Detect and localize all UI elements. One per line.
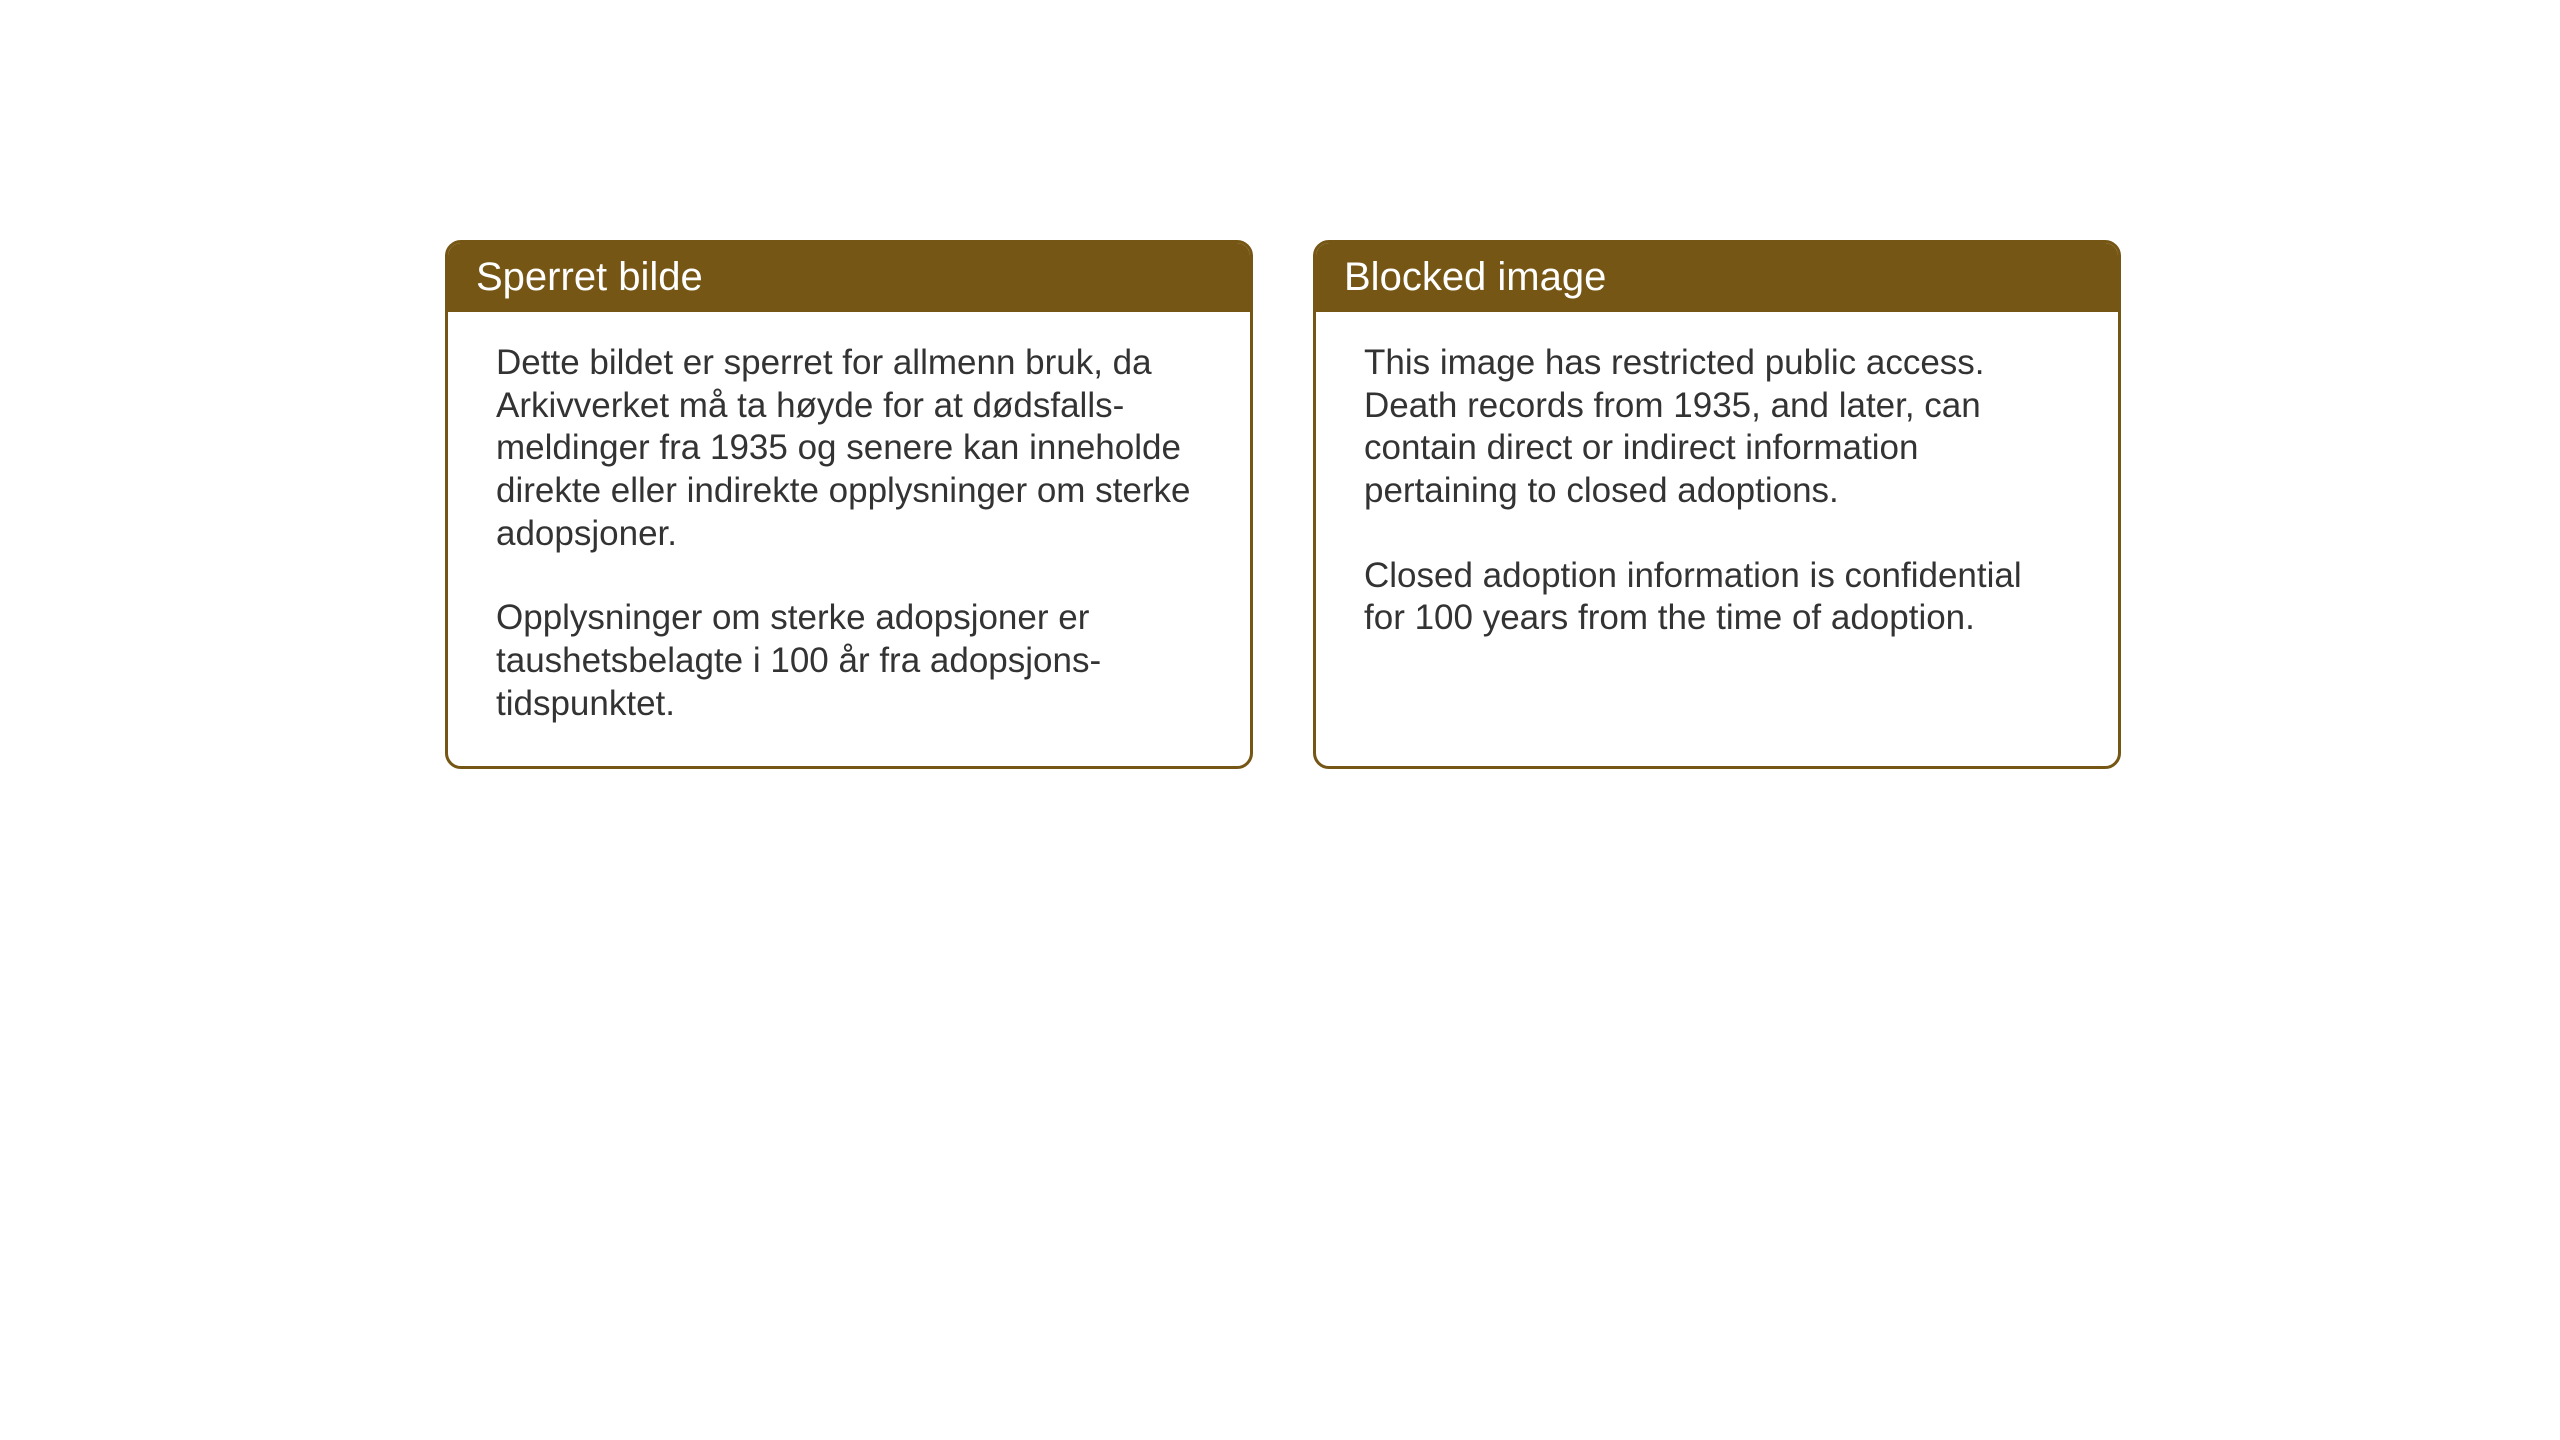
notice-card-english: Blocked image This image has restricted … <box>1313 240 2121 769</box>
notice-card-norwegian: Sperret bilde Dette bildet er sperret fo… <box>445 240 1253 769</box>
card-body-norwegian: Dette bildet er sperret for allmenn bruk… <box>448 312 1250 766</box>
card-header-norwegian: Sperret bilde <box>448 243 1250 312</box>
card-title-norwegian: Sperret bilde <box>476 255 703 299</box>
card-paragraph-1-english: This image has restricted public access.… <box>1364 342 2070 513</box>
card-paragraph-1-norwegian: Dette bildet er sperret for allmenn bruk… <box>496 342 1202 555</box>
card-title-english: Blocked image <box>1344 255 1606 299</box>
card-body-english: This image has restricted public access.… <box>1316 312 2118 752</box>
card-paragraph-2-english: Closed adoption information is confident… <box>1364 555 2070 640</box>
card-header-english: Blocked image <box>1316 243 2118 312</box>
notice-cards-container: Sperret bilde Dette bildet er sperret fo… <box>445 240 2121 769</box>
card-paragraph-2-norwegian: Opplysninger om sterke adopsjoner er tau… <box>496 597 1202 725</box>
